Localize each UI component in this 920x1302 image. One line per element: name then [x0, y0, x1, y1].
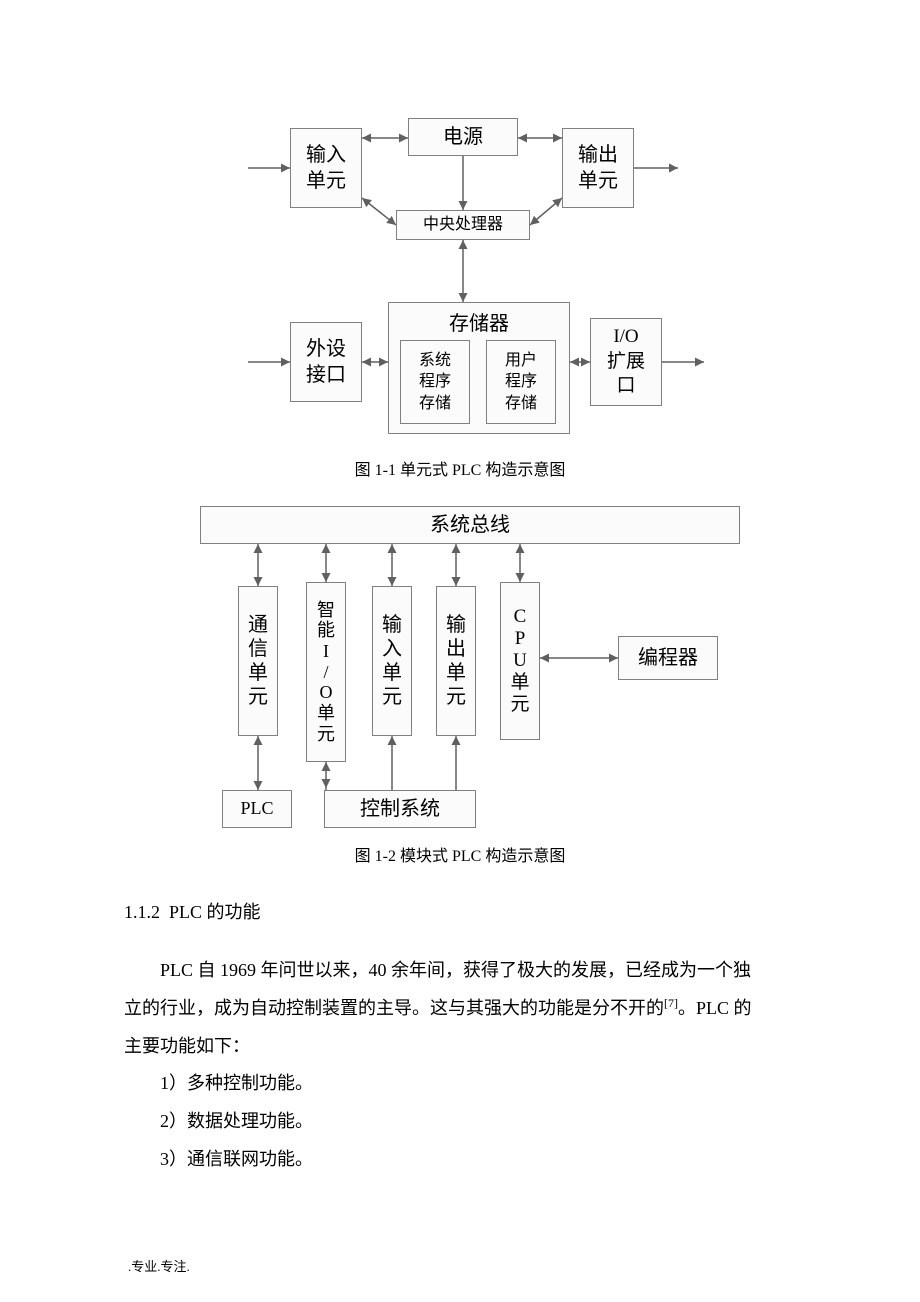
d2-plc-label: PLC: [240, 797, 273, 820]
d2-output-label: 输出单元: [446, 613, 466, 709]
d1-memory-title: 存储器: [389, 311, 569, 337]
d1-caption: 图 1-1 单元式 PLC 构造示意图: [0, 456, 920, 480]
item2: 2）数据处理功能。: [160, 1111, 313, 1131]
d1-userstore-label: 用户 程序 存储: [505, 350, 537, 415]
d2-caption: 图 1-2 模块式 PLC 构造示意图: [0, 842, 920, 866]
d1-periph-box: 外设 接口: [290, 322, 362, 402]
d2-input-label: 输入单元: [382, 613, 402, 709]
section-title: PLC 的功能: [169, 902, 261, 922]
d2-smart-label: 智能I/O单元: [317, 600, 335, 745]
d1-userstore-box: 用户 程序 存储: [486, 340, 556, 424]
d2-bus-box: 系统总线: [200, 506, 740, 544]
d2-bus-label: 系统总线: [430, 512, 510, 538]
page-root: 电源 输入 单元 输出 单元 中央处理器 外设 接口 存储器 系统 程序 存储 …: [0, 0, 920, 1302]
section-heading: 1.1.2 PLC 的功能: [124, 898, 261, 924]
item1: 1）多种控制功能。: [160, 1073, 313, 1093]
d2-input-box: 输入单元: [372, 586, 412, 736]
para-ref: [7]: [664, 996, 678, 1010]
d2-comm-label: 通信单元: [248, 613, 268, 709]
d1-sysstore-box: 系统 程序 存储: [400, 340, 470, 424]
d1-input-box: 输入 单元: [290, 128, 362, 208]
d1-cpu-box: 中央处理器: [396, 210, 530, 240]
d2-programmer-label: 编程器: [638, 645, 698, 671]
d1-cpu-label: 中央处理器: [423, 214, 503, 236]
d2-plc-box: PLC: [222, 790, 292, 828]
d2-ctrl-label: 控制系统: [360, 796, 440, 822]
d1-output-label: 输出 单元: [578, 142, 618, 194]
paragraph: PLC 自 1969 年问世以来，40 余年间，获得了极大的发展，已经成为一个独…: [124, 952, 814, 1179]
d1-sysstore-label: 系统 程序 存储: [419, 350, 451, 415]
section-num: 1.1.2: [124, 902, 160, 922]
d1-ioext-box: I/O 扩展 口: [590, 318, 662, 406]
d1-ioext-label: I/O 扩展 口: [607, 325, 645, 399]
para-l2a: 立的行业，成为自动控制装置的主导。这与其强大的功能是分不开的: [124, 998, 664, 1018]
para-l2b: 。PLC 的: [678, 998, 752, 1018]
d2-output-box: 输出单元: [436, 586, 476, 736]
d1-power-label: 电源: [443, 124, 483, 150]
d2-cpu-label: CPU单元: [510, 606, 529, 715]
para-l1: PLC 自 1969 年问世以来，40 余年间，获得了极大的发展，已经成为一个独: [160, 960, 751, 980]
d1-periph-label: 外设 接口: [306, 336, 346, 388]
item3: 3）通信联网功能。: [160, 1149, 313, 1169]
d2-comm-box: 通信单元: [238, 586, 278, 736]
d2-programmer-box: 编程器: [618, 636, 718, 680]
d2-cpu-box: CPU单元: [500, 582, 540, 740]
d2-smart-box: 智能I/O单元: [306, 582, 346, 762]
d1-input-label: 输入 单元: [306, 142, 346, 194]
d2-ctrl-box: 控制系统: [324, 790, 476, 828]
d1-output-box: 输出 单元: [562, 128, 634, 208]
page-footer: .专业.专注.: [128, 1256, 190, 1275]
d1-power-box: 电源: [408, 118, 518, 156]
para-l3: 主要功能如下：: [124, 1036, 250, 1056]
